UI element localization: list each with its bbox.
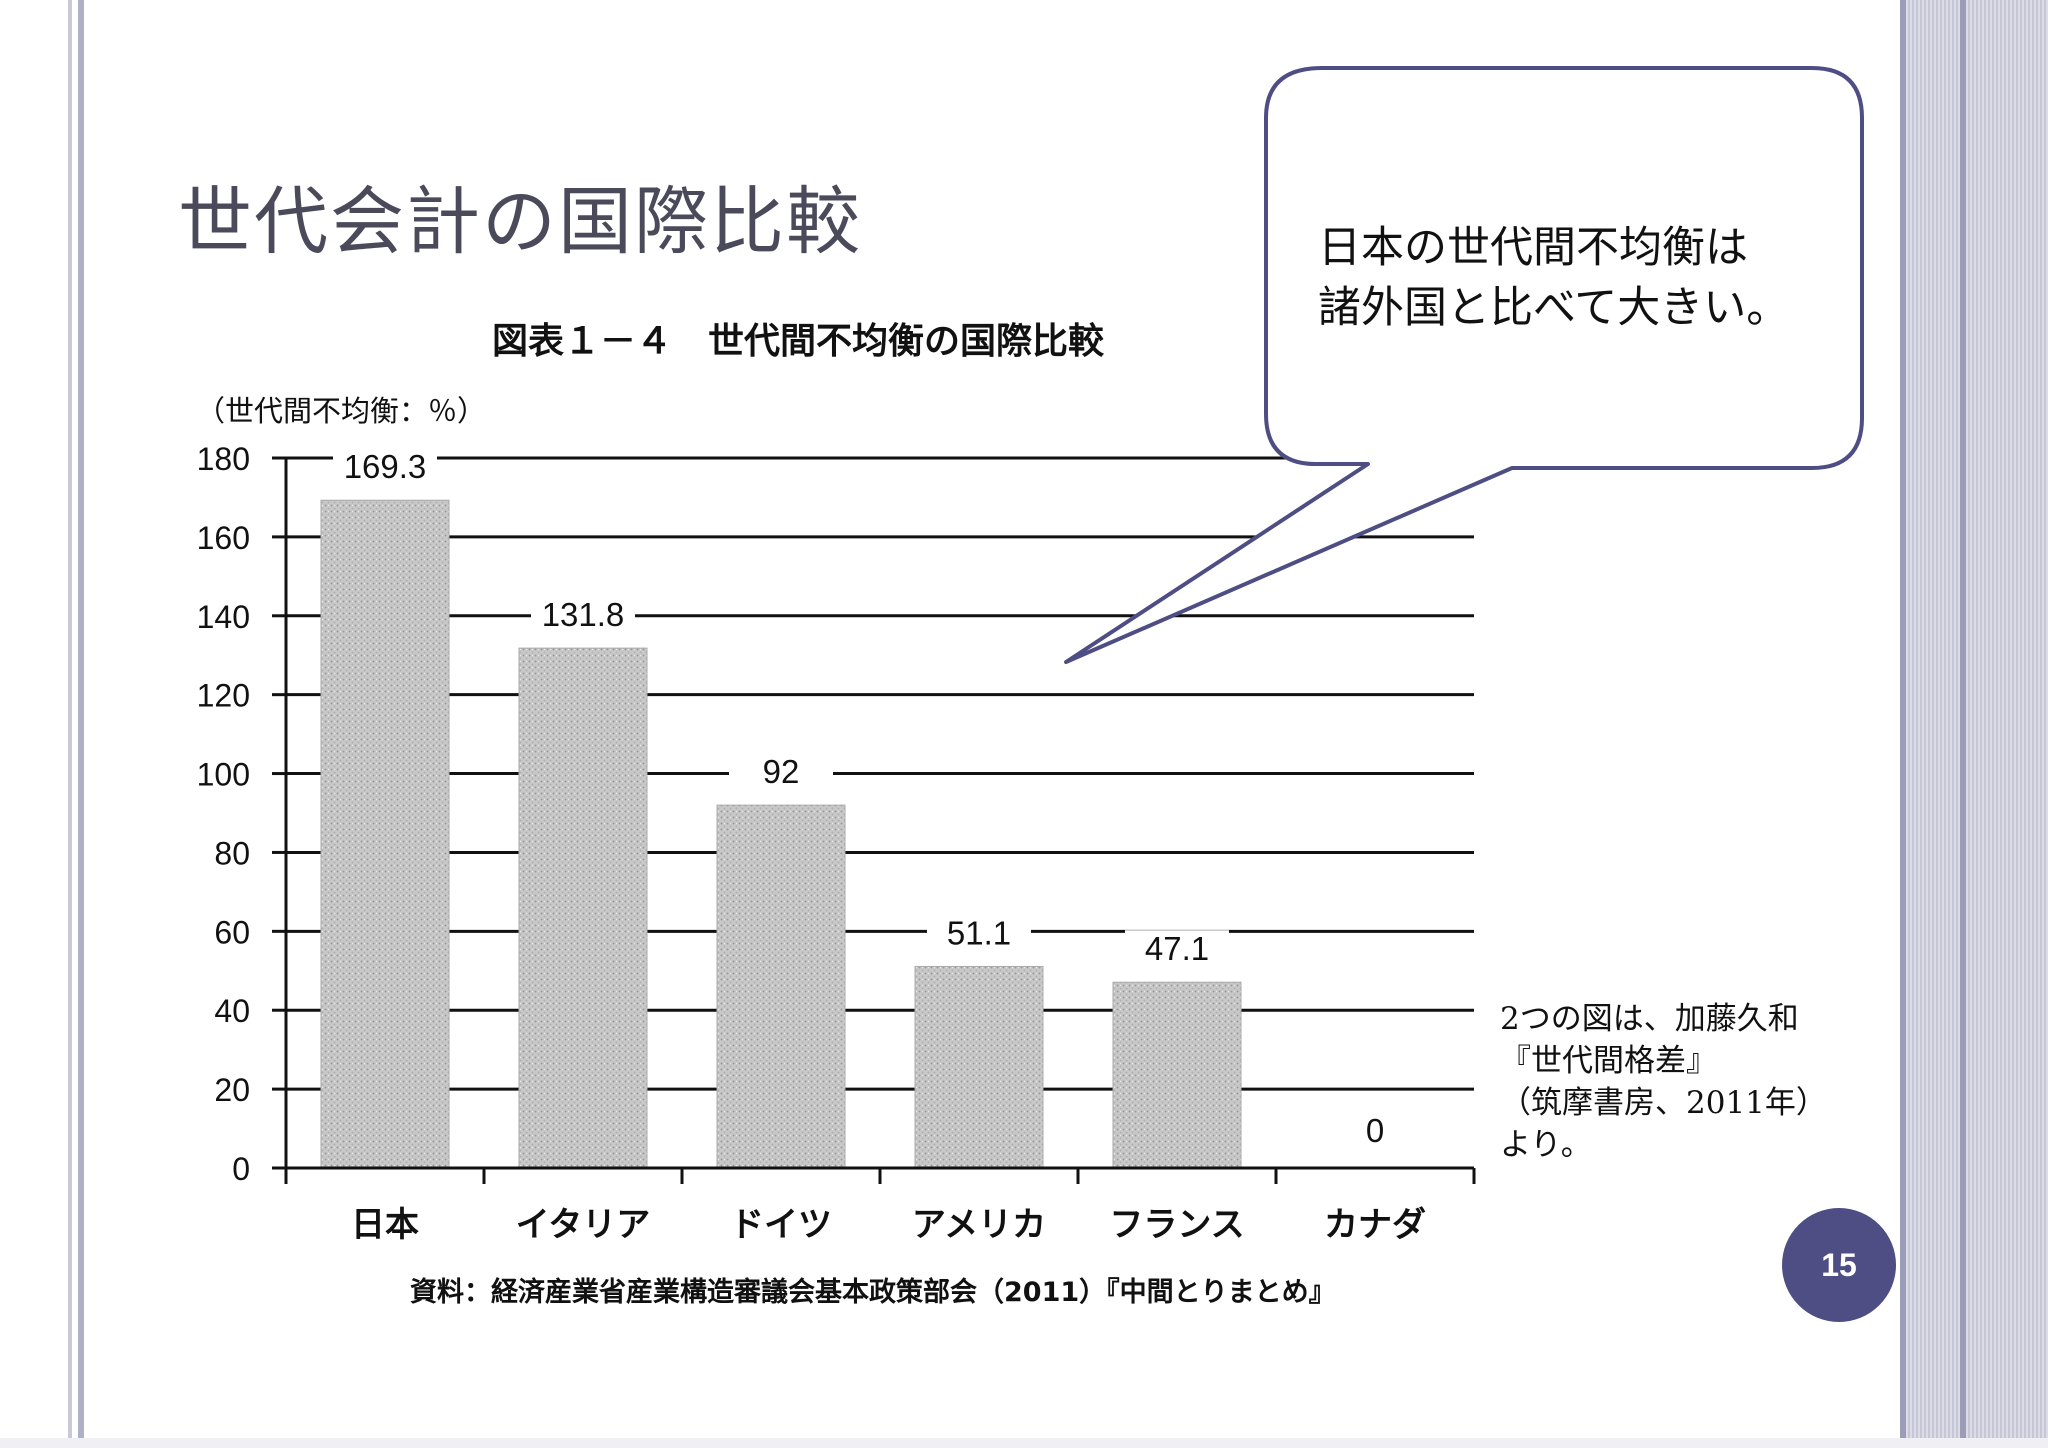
y-tick-label: 40 bbox=[214, 993, 250, 1029]
bar bbox=[716, 804, 846, 1169]
data-label-bg bbox=[1323, 1112, 1427, 1150]
chart-source: 資料：経済産業省産業構造審議会基本政策部会（2011）『中間とりまとめ』 bbox=[410, 1277, 1336, 1308]
y-tick-label: 100 bbox=[197, 757, 250, 793]
callout-bubble bbox=[1064, 66, 1864, 664]
data-label-bg bbox=[1125, 930, 1229, 969]
y-tick-label: 0 bbox=[232, 1151, 250, 1187]
right-border-stripe bbox=[1960, 0, 1966, 1448]
x-tick-label: ドイツ bbox=[730, 1205, 832, 1245]
y-tick-label: 60 bbox=[214, 914, 250, 950]
right-border-edge bbox=[1900, 0, 1906, 1448]
callout-line-2: 諸外国と比べて大きい。 bbox=[1318, 283, 1790, 333]
page-number-badge: 15 bbox=[1782, 1208, 1896, 1322]
callout-text: 日本の世代間不均衡は 諸外国と比べて大きい。 bbox=[1318, 218, 1838, 338]
x-tick-label: カナダ bbox=[1324, 1205, 1426, 1245]
bar bbox=[518, 647, 648, 1169]
data-label: 131.8 bbox=[542, 596, 625, 633]
y-tick-label: 120 bbox=[197, 678, 250, 714]
y-tick-label: 140 bbox=[197, 599, 250, 635]
labels: 0 20 40 60 80 100 120 140 160 180 169.3 日本 131.8 イタリア… bbox=[197, 441, 1427, 1245]
axes bbox=[272, 456, 1476, 1184]
bars bbox=[320, 499, 1242, 1169]
bottom-edge bbox=[0, 1438, 2048, 1448]
left-border-line bbox=[68, 0, 72, 1448]
callout-line-1: 日本の世代間不均衡は bbox=[1318, 223, 1748, 273]
data-label-bg bbox=[927, 914, 1031, 953]
data-label-bg bbox=[729, 753, 833, 792]
x-tick-label: アメリカ bbox=[912, 1205, 1046, 1245]
data-label: 0 bbox=[1366, 1112, 1384, 1149]
left-border-bar bbox=[78, 0, 84, 1448]
chart-title: 図表１－４ 世代間不均衡の国際比較 bbox=[492, 321, 1105, 362]
page-number: 15 bbox=[1821, 1246, 1857, 1283]
slide-title: 世代会計の国際比較 bbox=[178, 179, 862, 265]
x-tick-label: フランス bbox=[1109, 1205, 1244, 1245]
data-label-bg bbox=[333, 448, 437, 487]
y-tick-label: 20 bbox=[214, 1072, 250, 1108]
note-line-4: より。 bbox=[1500, 1127, 1592, 1163]
citation-note: 2つの図は、加藤久和 『世代間格差』 （筑摩書房、2011年） より。 bbox=[1500, 998, 1880, 1166]
data-label: 92 bbox=[763, 753, 800, 790]
note-line-1: 2つの図は、加藤久和 bbox=[1500, 1001, 1799, 1037]
y-tick-label: 180 bbox=[197, 441, 250, 477]
data-label: 51.1 bbox=[947, 914, 1011, 951]
y-tick-label: 160 bbox=[197, 520, 250, 556]
bar bbox=[320, 499, 450, 1169]
data-label: 47.1 bbox=[1145, 930, 1209, 967]
note-line-3: （筑摩書房、2011年） bbox=[1500, 1085, 1827, 1121]
grid-lines bbox=[286, 456, 1474, 1170]
data-label-bg bbox=[531, 596, 635, 635]
x-tick-label: 日本 bbox=[351, 1205, 419, 1245]
data-label: 169.3 bbox=[344, 448, 427, 485]
bar bbox=[914, 965, 1044, 1169]
y-tick-label: 80 bbox=[214, 835, 250, 871]
y-axis-label: （世代間不均衡：％） bbox=[196, 394, 487, 428]
bar bbox=[1112, 981, 1242, 1169]
right-border-band bbox=[1906, 0, 2048, 1448]
x-tick-label: イタリア bbox=[516, 1205, 651, 1245]
note-line-2: 『世代間格差』 bbox=[1500, 1043, 1717, 1079]
